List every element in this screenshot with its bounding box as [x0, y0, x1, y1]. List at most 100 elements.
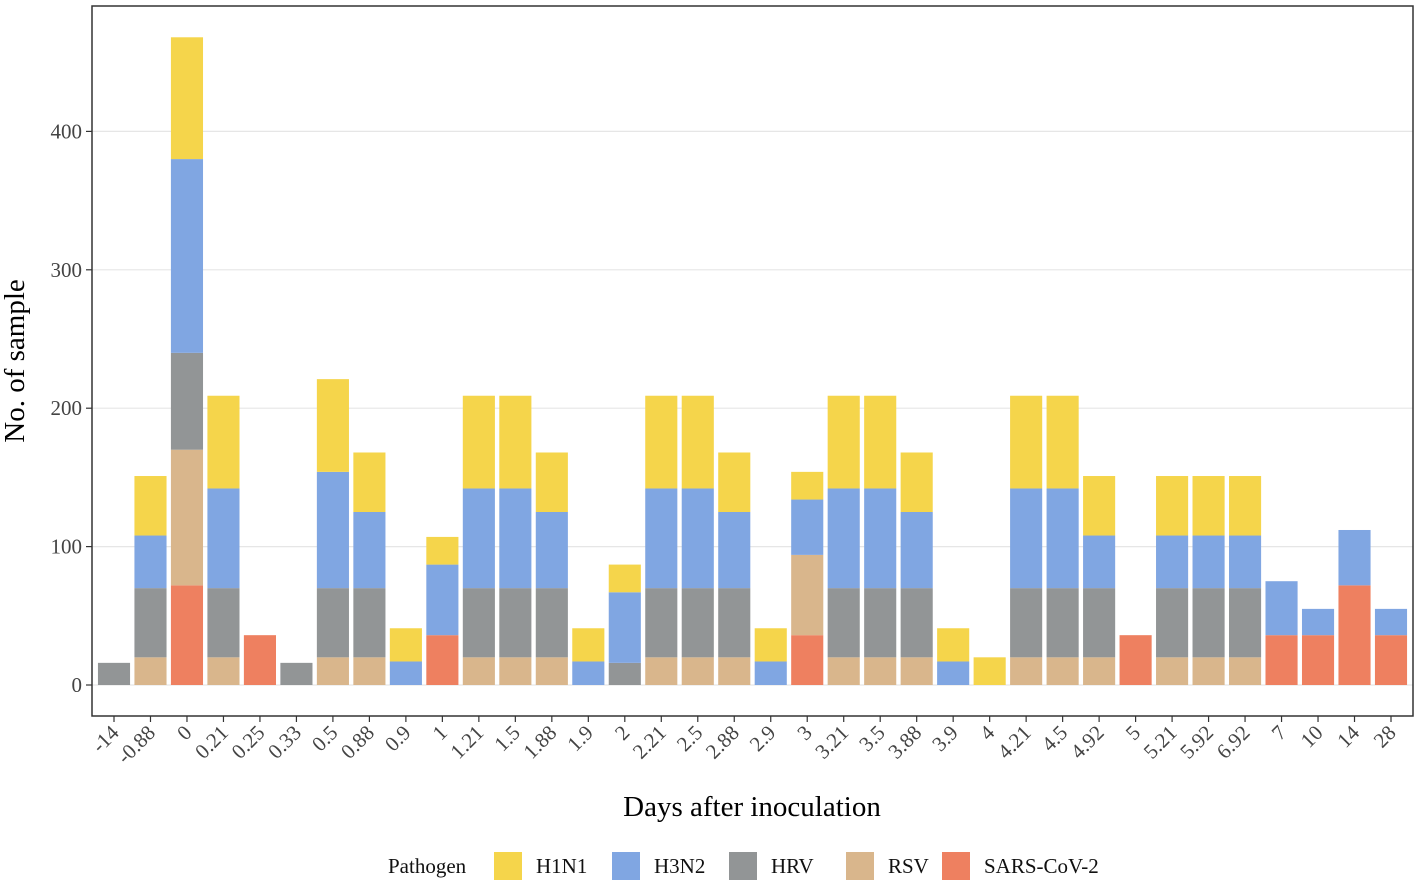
bar-segment-rsv: [499, 657, 532, 685]
bar-segment-h1n1: [681, 395, 714, 489]
bar-segment-h1n1: [353, 452, 386, 512]
x-axis-title: Days after inoculation: [623, 791, 881, 823]
legend-label-rsv: RSV: [888, 854, 929, 878]
x-tick-label: 1: [428, 721, 452, 745]
legend-label-hrv: HRV: [771, 854, 814, 878]
bar-segment-h1n1: [900, 452, 933, 512]
legend-swatch-sars-cov-2: [942, 852, 970, 880]
bar-segment-rsv: [718, 657, 751, 685]
bar-segment-h1n1: [973, 657, 1006, 685]
bar-segment-h3n2: [937, 661, 970, 685]
bar-segment-h3n2: [426, 564, 459, 636]
x-tick-label: 0.25: [227, 721, 270, 764]
bar-segment-h3n2: [645, 488, 678, 589]
bar-segment-h3n2: [170, 159, 204, 353]
bar-segment-rsv: [791, 554, 824, 636]
x-tick-label: 4.21: [993, 721, 1036, 764]
x-tick-label: 3.88: [883, 721, 926, 764]
bar-segment-h1n1: [645, 395, 678, 489]
x-tick-label: 6.92: [1212, 721, 1255, 764]
bar-segment-h3n2: [681, 488, 714, 589]
bar-segment-h1n1: [1046, 395, 1079, 489]
legend-swatch-rsv: [846, 852, 874, 880]
y-axis: 0 100 200 300 400: [51, 119, 92, 697]
bar-segment-h3n2: [1265, 581, 1298, 636]
bar-segment-h3n2: [754, 661, 787, 685]
bar-segment-hrv: [316, 588, 349, 658]
x-tick-label: 5.21: [1139, 721, 1182, 764]
bar-segment-rsv: [353, 657, 386, 685]
y-tick-label: 400: [51, 119, 83, 143]
bar-segment-hrv: [353, 588, 386, 658]
bar-segment-rsv: [827, 657, 860, 685]
bar-segment-h1n1: [426, 536, 459, 565]
bar-segment-rsv: [864, 657, 897, 685]
bar-segment-h1n1: [1229, 476, 1262, 536]
x-tick-label: 28: [1369, 721, 1401, 753]
x-tick-label: 0: [172, 721, 196, 745]
bar-segment-sars-cov-2: [170, 585, 204, 685]
x-tick-label: 0.33: [263, 721, 306, 764]
x-tick-label: 4.92: [1066, 721, 1109, 764]
bar-segment-h3n2: [207, 488, 240, 589]
bars: [97, 37, 1408, 685]
bar-segment-hrv: [1192, 588, 1225, 658]
bar-segment-hrv: [1046, 588, 1079, 658]
y-tick-label: 100: [51, 535, 83, 559]
y-tick-label: 200: [51, 396, 83, 420]
bar-segment-h1n1: [170, 37, 204, 160]
bar-segment-hrv: [535, 588, 568, 658]
x-tick-label: 3: [792, 721, 816, 745]
bar-segment-rsv: [1046, 657, 1079, 685]
x-tick-label: 10: [1296, 721, 1328, 753]
bar-segment-hrv: [170, 352, 204, 450]
bar-segment-rsv: [1083, 657, 1116, 685]
bar-segment-rsv: [1192, 657, 1225, 685]
bar-segment-hrv: [1010, 588, 1043, 658]
legend-swatch-h1n1: [494, 852, 522, 880]
legend-swatch-hrv: [729, 852, 757, 880]
x-tick-label: 3.21: [810, 721, 853, 764]
bar-segment-hrv: [1156, 588, 1189, 658]
x-axis: -14-0.88 00.210.250.33 0.50.88 0.9 11.21 1.51…: [87, 716, 1401, 768]
bar-segment-h1n1: [1192, 476, 1225, 536]
bar-segment-h1n1: [1156, 476, 1189, 536]
legend-swatch-h3n2: [612, 852, 640, 880]
x-tick-label: 1.21: [445, 721, 488, 764]
bar-segment-h3n2: [1338, 529, 1371, 586]
bar-segment-h3n2: [572, 661, 605, 685]
bar-segment-h3n2: [1010, 488, 1043, 589]
bar-segment-h3n2: [827, 488, 860, 589]
x-tick-label: 5.92: [1175, 721, 1218, 764]
bar-segment-rsv: [207, 657, 240, 685]
bar-segment-h3n2: [1192, 535, 1225, 589]
bar-segment-hrv: [280, 662, 313, 685]
bar-segment-rsv: [900, 657, 933, 685]
bar-segment-rsv: [1229, 657, 1262, 685]
y-tick-label: 300: [51, 258, 83, 282]
bar-segment-h3n2: [535, 512, 568, 589]
bar-segment-rsv: [535, 657, 568, 685]
bar-segment-h3n2: [316, 471, 349, 589]
bar-segment-sars-cov-2: [1374, 635, 1408, 685]
x-tick-label: 2.5: [672, 721, 708, 757]
x-tick-label: 2.9: [745, 721, 781, 757]
bar-segment-rsv: [170, 449, 204, 586]
bar-segment-h1n1: [389, 628, 422, 662]
x-tick-label: 0.88: [336, 721, 379, 764]
bar-segment-hrv: [462, 588, 495, 658]
bar-segment-h1n1: [499, 395, 532, 489]
bar-segment-hrv: [134, 588, 167, 658]
bar-segment-h1n1: [535, 452, 568, 512]
bar-segment-sars-cov-2: [1265, 635, 1298, 685]
bar-segment-h1n1: [864, 395, 897, 489]
bar-segment-rsv: [1156, 657, 1189, 685]
bar-segment-sars-cov-2: [791, 635, 824, 685]
bar-segment-sars-cov-2: [1338, 585, 1371, 685]
legend-label-sars-cov-2: SARS-CoV-2: [984, 854, 1099, 878]
bar-segment-hrv: [681, 588, 714, 658]
bar-segment-h3n2: [791, 499, 824, 555]
bar-segment-h1n1: [791, 471, 824, 500]
bar-segment-hrv: [864, 588, 897, 658]
